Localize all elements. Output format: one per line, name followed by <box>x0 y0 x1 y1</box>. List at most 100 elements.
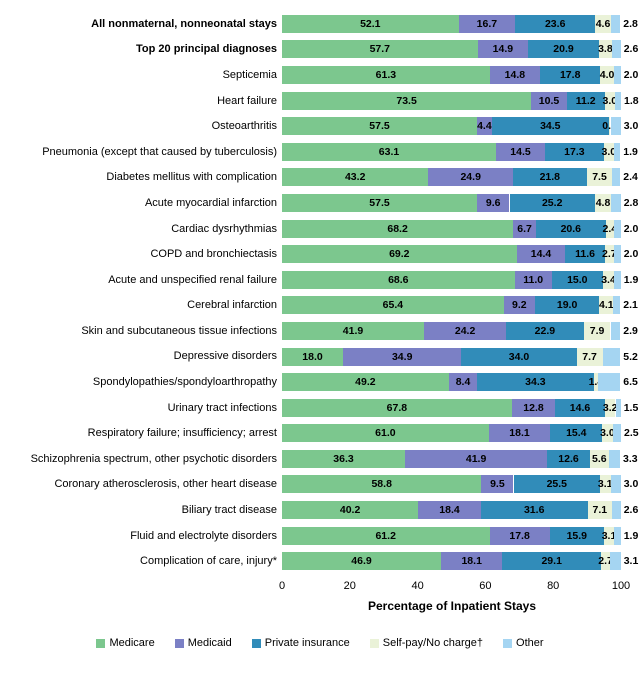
value-label: 18.1 <box>509 427 530 440</box>
legend-label: Self-pay/No charge† <box>382 637 484 650</box>
category-label: Respiratory failure; insufficiency; arre… <box>87 427 277 440</box>
bar-segment-medicare <box>282 270 515 289</box>
stacked-bar: 41.9 24.2 22.9 7.9 2.9 <box>282 318 640 344</box>
value-label: 25.5 <box>546 478 568 491</box>
stacked-bar: 57.7 14.9 20.9 3.8 2.6 <box>282 37 640 63</box>
bar-segment-medicare <box>282 296 504 315</box>
value-label: 14.6 <box>569 401 591 414</box>
value-label: 12.6 <box>558 452 579 465</box>
bar-segment-medicare <box>282 398 512 417</box>
value-label: 61.2 <box>375 529 396 542</box>
bar-row: Depressive disorders 18.0 34.9 34.0 7.7 5.2 <box>0 344 640 370</box>
stacked-bar: 65.4 9.2 19.0 4.1 2.1 <box>282 293 640 319</box>
value-label: 15.4 <box>566 427 587 440</box>
bar-segment-other <box>612 168 621 187</box>
legend-item-other: Other <box>503 637 544 649</box>
value-label: 7.9 <box>589 324 605 337</box>
value-label: 34.3 <box>525 376 546 389</box>
bar-segment-other <box>614 270 621 289</box>
bar-segment-medicaid <box>477 40 529 59</box>
bar-segment-medicaid <box>481 475 514 494</box>
bar-segment-self-pay-no-charge <box>587 501 612 520</box>
stacked-bar: 36.3 41.9 12.6 5.6 3.3 <box>282 446 640 472</box>
stacked-bar: 46.9 18.1 29.1 2.7 3.1 <box>282 548 640 574</box>
bar-segment-other <box>613 245 621 264</box>
value-label: 3.2 <box>602 401 618 414</box>
bar-segment-medicaid <box>476 193 510 212</box>
bar-segment-private-insurance <box>502 552 601 571</box>
bar-segment-other <box>611 501 621 520</box>
bar-segment-private-insurance <box>461 347 577 366</box>
bar-segment-other <box>598 373 621 392</box>
bar-row: Pneumonia (except that caused by tubercu… <box>0 139 640 165</box>
value-label: 34.0 <box>508 350 530 363</box>
value-label: 3.4 <box>601 273 616 286</box>
bar-segment-medicare <box>282 117 477 136</box>
category-label: Schizophrenia spectrum, other psychotic … <box>30 452 277 465</box>
stacked-bar: 68.2 6.7 20.6 2.4 2.0 <box>282 216 640 242</box>
legend-swatch-icon <box>503 638 513 648</box>
stacked-bar: 68.6 11.0 15.0 3.4 1.9 <box>282 267 640 293</box>
bar-segment-self-pay-no-charge <box>600 65 614 84</box>
value-label: 9.2 <box>511 299 527 312</box>
bar-segment-self-pay-no-charge <box>601 552 611 571</box>
category-label: Diabetes mellitus with complication <box>106 171 277 184</box>
legend-swatch-icon <box>369 638 379 648</box>
value-label: 61.0 <box>375 427 396 440</box>
bar-segment-medicare <box>282 219 514 238</box>
bar-segment-medicaid <box>503 296 535 315</box>
value-label: 1.9 <box>623 145 638 158</box>
value-label: 11.6 <box>575 248 596 261</box>
legend-swatch-icon <box>174 638 184 648</box>
bar-segment-self-pay-no-charge <box>608 117 611 136</box>
bar-segment-medicaid <box>495 142 546 161</box>
bar-segment-medicare <box>282 245 517 264</box>
value-label: 21.8 <box>539 171 561 184</box>
value-label: 4.0 <box>599 68 615 81</box>
bar-segment-private-insurance <box>565 245 605 264</box>
bar-segment-other <box>610 117 621 136</box>
value-label: 57.5 <box>369 120 390 133</box>
stacked-bar-chart: All nonmaternal, nonneonatal stays 52.1 16… <box>0 11 640 679</box>
bar-segment-self-pay-no-charge <box>602 424 613 443</box>
x-tick-label: 100 <box>611 580 631 593</box>
value-label: 41.9 <box>465 452 487 465</box>
bar-segment-self-pay-no-charge <box>603 526 615 545</box>
bar-segment-private-insurance <box>509 193 595 212</box>
category-label: Urinary tract infections <box>167 401 277 414</box>
category-label: Acute myocardial infarction <box>144 196 277 209</box>
bar-segment-medicaid <box>418 501 481 520</box>
stacked-bar: 57.5 9.6 25.2 4.8 2.8 <box>282 190 640 216</box>
bar-segment-medicaid <box>424 321 506 340</box>
bar-segment-private-insurance <box>534 296 600 315</box>
bar-segment-private-insurance <box>528 40 599 59</box>
category-label: Depressive disorders <box>173 350 277 363</box>
bar-segment-medicaid <box>405 449 548 468</box>
bar-segment-self-pay-no-charge <box>576 347 603 366</box>
bar-segment-medicaid <box>488 424 551 443</box>
value-label: 2.9 <box>623 324 638 337</box>
category-label: Coronary atherosclerosis, other heart di… <box>54 478 277 491</box>
value-label: 2.1 <box>623 299 638 312</box>
bar-segment-medicare <box>282 424 489 443</box>
bar-segment-self-pay-no-charge <box>605 219 614 238</box>
category-label: Heart failure <box>217 94 277 107</box>
bar-segment-other <box>608 449 620 468</box>
value-label: 2.7 <box>598 555 613 568</box>
bar-segment-self-pay-no-charge <box>595 14 611 33</box>
value-label: 1.9 <box>623 529 639 542</box>
bar-segment-medicare <box>282 40 478 59</box>
value-label: 3.1 <box>623 555 639 568</box>
value-label: 34.9 <box>391 350 413 363</box>
value-label: 29.1 <box>541 555 562 568</box>
value-label: 3.0 <box>600 427 615 440</box>
value-label: 16.7 <box>476 17 498 30</box>
bar-segment-other <box>611 40 621 59</box>
stacked-bar: 63.1 14.5 17.3 3.0 1.9 <box>282 139 640 165</box>
bar-segment-self-pay-no-charge <box>603 142 614 161</box>
value-label: 2.7 <box>601 248 617 261</box>
bar-segment-self-pay-no-charge <box>586 168 613 187</box>
bar-row: Fluid and electrolyte disorders 61.2 17.8 1… <box>0 523 640 549</box>
bar-row: Spondylopathies/spondyloarthropathy 49.2 8… <box>0 369 640 395</box>
